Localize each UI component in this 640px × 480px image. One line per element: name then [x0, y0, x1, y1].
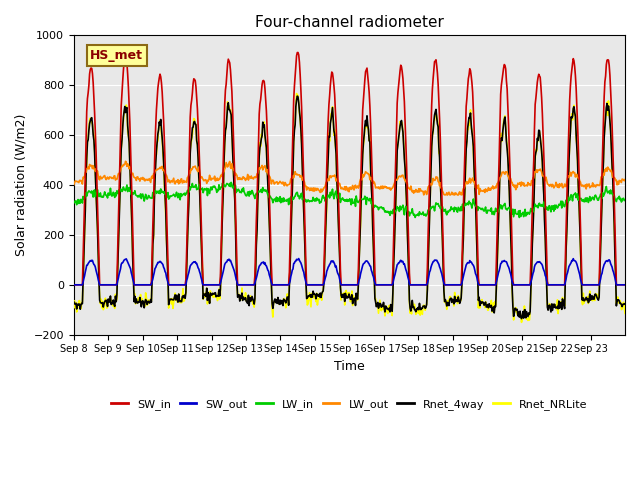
Legend: SW_in, SW_out, LW_in, LW_out, Rnet_4way, Rnet_NRLite: SW_in, SW_out, LW_in, LW_out, Rnet_4way,…	[107, 394, 592, 414]
Title: Four-channel radiometer: Four-channel radiometer	[255, 15, 444, 30]
Text: HS_met: HS_met	[90, 49, 143, 62]
Y-axis label: Solar radiation (W/m2): Solar radiation (W/m2)	[15, 114, 28, 256]
X-axis label: Time: Time	[334, 360, 365, 373]
